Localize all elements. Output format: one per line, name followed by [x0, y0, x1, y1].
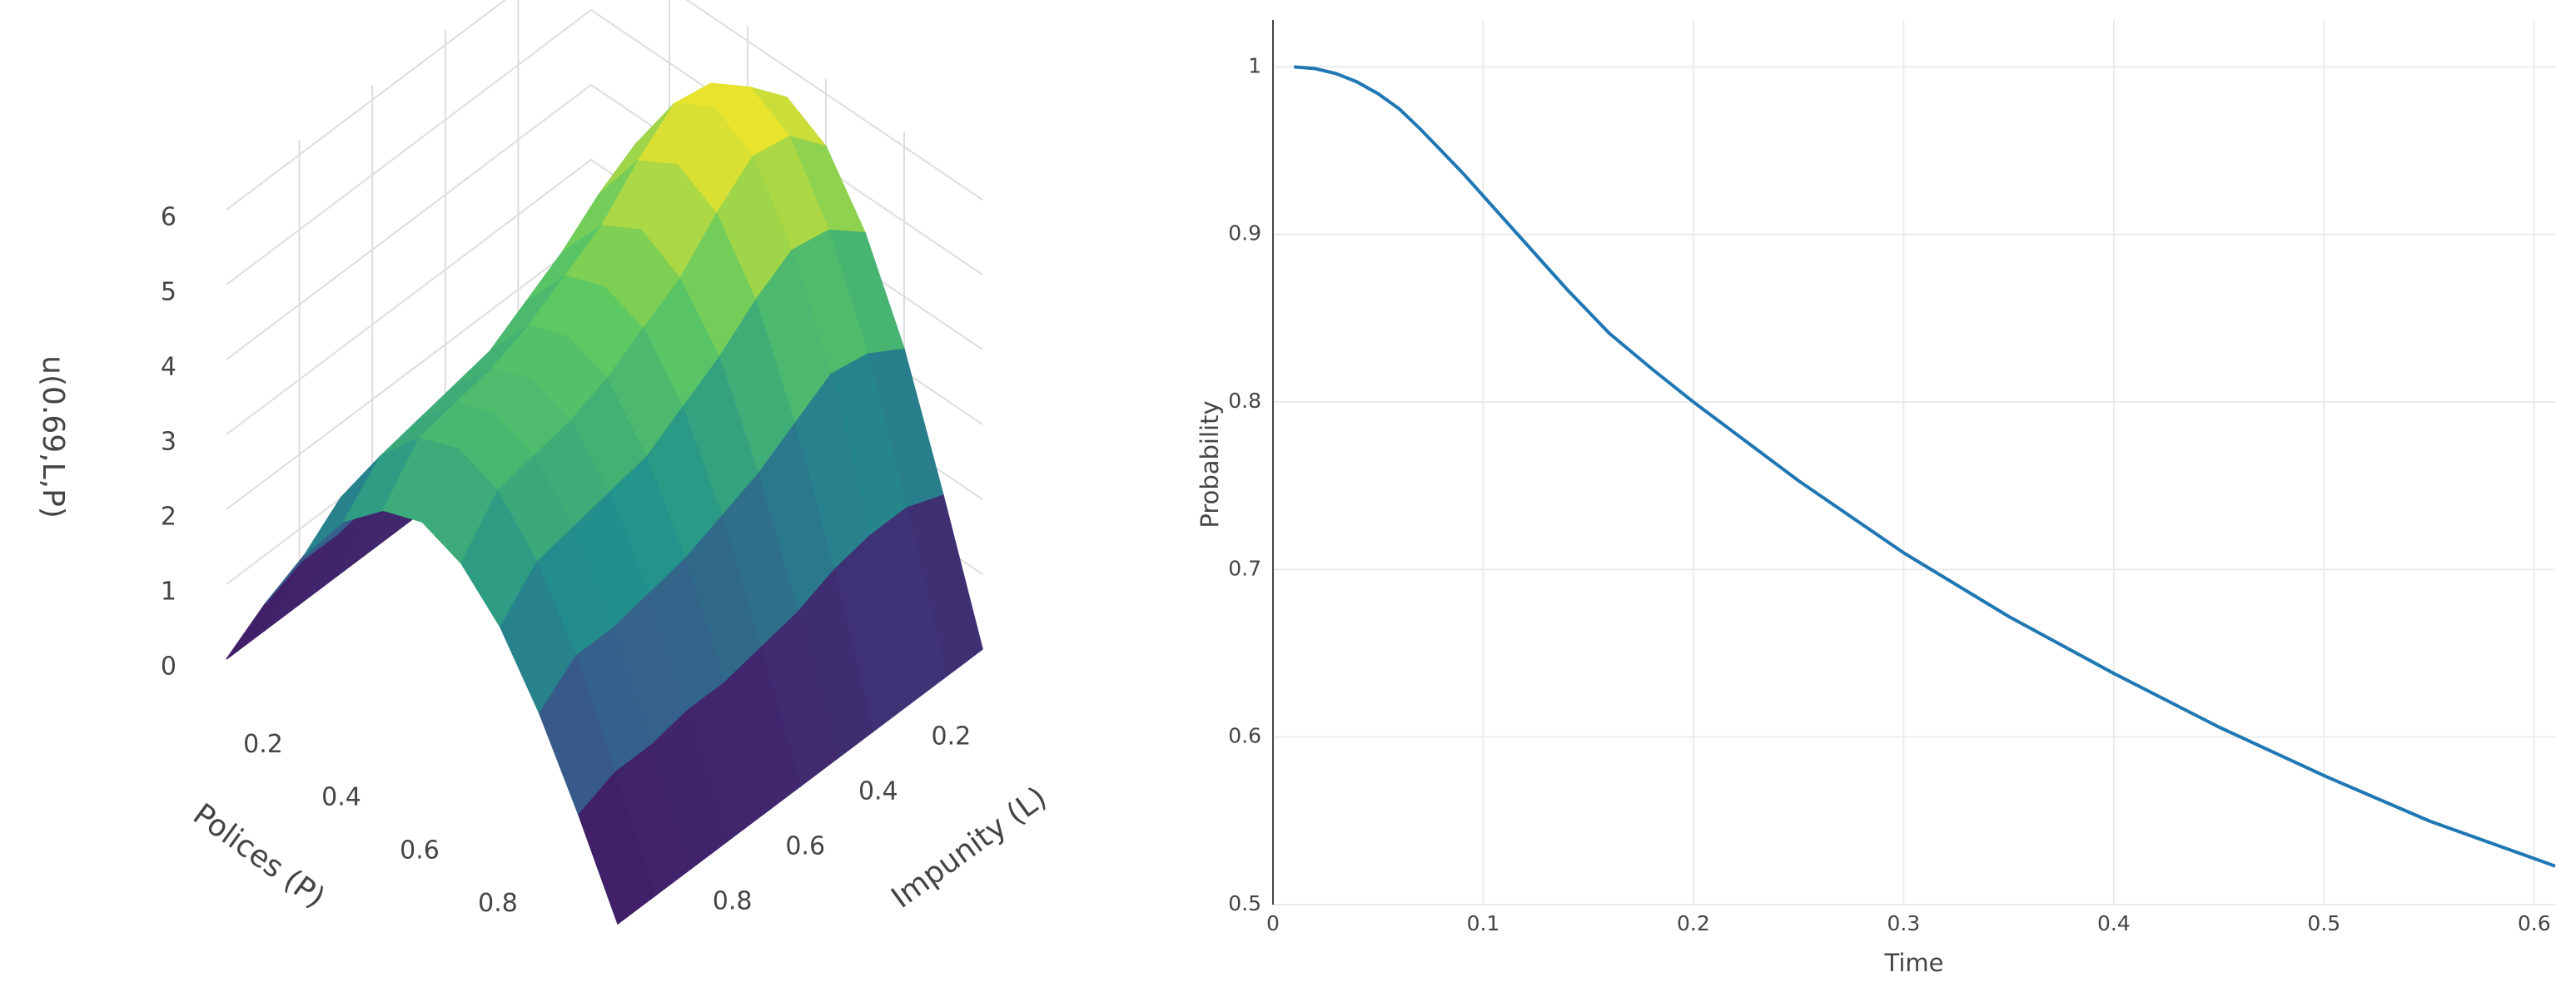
y-tick-label: 0.7	[1228, 556, 1261, 580]
x-tick-label: 0.1	[1467, 911, 1500, 935]
line	[1294, 65, 2556, 868]
y-tick-label: 0.5	[1228, 891, 1261, 915]
y-tick-label: 0.6	[785, 832, 825, 861]
x-axis-title: Polices (P)	[186, 797, 331, 915]
x-tick-label: 0	[1266, 911, 1280, 935]
x-tick-label: 0.4	[2097, 911, 2131, 935]
x-tick-label: 0.5	[2307, 911, 2340, 935]
z-axis-title: u(0.69,L,P)	[36, 355, 70, 518]
x-tick-label: 0.4	[321, 783, 361, 812]
x-axis-title: Time	[1884, 949, 1944, 977]
y-axis-title: Impunity (L)	[885, 781, 1052, 915]
y-tick-label: 0.8	[713, 887, 753, 916]
x-tick-label: 0.8	[478, 889, 518, 918]
z-tick-label: 0	[161, 652, 177, 682]
z-tick-label: 3	[161, 428, 177, 457]
x-tick-label: 0.3	[1887, 911, 1920, 935]
y-tick-label: 0.2	[932, 722, 972, 751]
y-tick-label: 0.6	[1228, 724, 1261, 748]
surface-patch	[578, 771, 655, 925]
y-axis-title: Probability	[1196, 400, 1224, 528]
y-tick-label: 0.9	[1228, 221, 1261, 246]
z-grid-line	[226, 0, 983, 211]
y-tick-label: 0.4	[858, 777, 898, 806]
y-tick-label: 1	[1248, 53, 1261, 77]
z-tick-label: 5	[161, 278, 177, 307]
y-tick-label: 0.8	[1228, 389, 1261, 413]
x-tick-label: 0.6	[400, 836, 440, 865]
x-tick-label: 0.2	[1677, 911, 1710, 935]
z-tick-label: 1	[161, 578, 177, 607]
z-grid-line	[226, 8, 983, 285]
z-tick-label: 2	[161, 503, 177, 532]
z-tick-label: 4	[161, 353, 177, 382]
x-tick-label: 0.6	[2518, 911, 2551, 935]
x-tick-label: 0.2	[243, 730, 283, 759]
z-tick-label: 6	[161, 203, 177, 232]
